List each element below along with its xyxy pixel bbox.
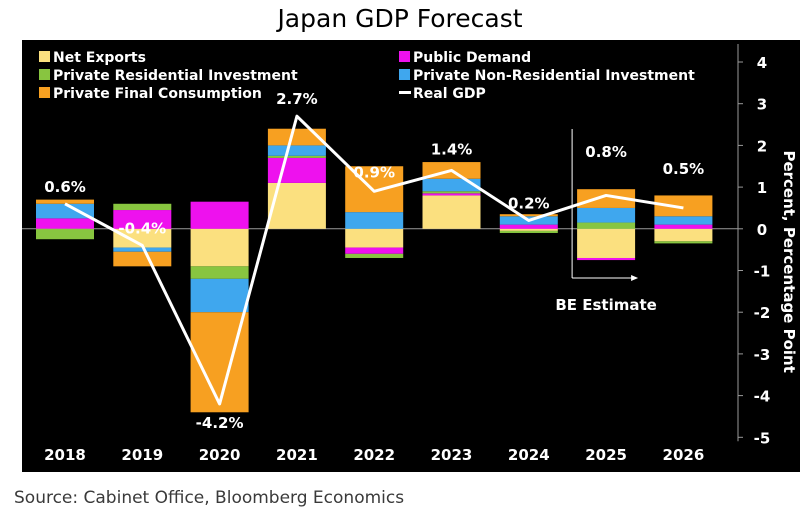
bar-segment	[345, 228, 404, 248]
x-tick-label: 2019	[121, 446, 163, 464]
chart-plot-area: 4 3 2 1 0 -1 -2 -3 -4 -5 Percent, Percentage Point…	[22, 40, 800, 472]
bar-segment	[267, 157, 326, 183]
bar-segment	[190, 266, 249, 279]
bar-segment	[345, 253, 404, 258]
x-tick-label: 2021	[276, 446, 318, 464]
x-tick-label: 2020	[199, 446, 241, 464]
bar-segment	[577, 207, 636, 223]
bar-segment	[654, 195, 713, 217]
legend-swatch	[39, 51, 50, 62]
y-tick-label: 1	[757, 179, 767, 197]
bar-segment	[422, 195, 481, 229]
y-tick-label: -3	[754, 346, 771, 364]
bar-segment	[422, 193, 481, 196]
bar-segment	[190, 201, 249, 229]
bar-segment	[113, 247, 172, 252]
source-note: Source: Cabinet Office, Bloomberg Econom…	[14, 488, 405, 508]
x-tick-label: 2022	[353, 446, 395, 464]
estimate-arrow-head	[631, 275, 639, 281]
real-gdp-line	[64, 114, 684, 406]
data-label: 0.2%	[508, 194, 550, 212]
bar-segment	[577, 228, 636, 258]
y-tick-label: 4	[757, 54, 767, 72]
legend-label: Private Residential Investment	[53, 68, 298, 84]
x-tick-label: 2023	[431, 446, 473, 464]
bar-segment	[577, 189, 636, 208]
x-tick-label: 2025	[585, 446, 627, 464]
bar-segment	[345, 247, 404, 254]
bar-segment	[113, 210, 172, 229]
legend-swatch	[399, 69, 410, 80]
bar-segment	[267, 145, 326, 156]
bar-segment	[499, 230, 558, 233]
bar-segment	[345, 212, 404, 229]
bar-segment	[190, 228, 249, 267]
bar-segment	[577, 222, 636, 229]
bar-segment	[36, 228, 94, 240]
y-tick-label: 0	[757, 221, 767, 239]
data-label: 0.8%	[585, 143, 627, 161]
legend-label: Private Final Consumption	[53, 86, 262, 102]
bar-segment	[113, 251, 172, 267]
legend-label: Net Exports	[53, 50, 146, 66]
y-axis-label: Percent, Percentage Point	[780, 150, 798, 372]
bar-segment	[499, 224, 558, 229]
legend-swatch	[39, 87, 50, 98]
y-tick-label: -5	[754, 429, 771, 447]
bar-segment	[654, 216, 713, 225]
legend-label: Public Demand	[413, 50, 531, 66]
data-label: 1.4%	[431, 140, 473, 158]
data-label: -4.2%	[196, 414, 244, 432]
y-tick-label: -4	[754, 388, 771, 406]
bar-segment	[654, 224, 713, 229]
legend-line-swatch	[399, 91, 411, 94]
y-tick-label: -2	[754, 304, 771, 322]
y-tick-label: 2	[757, 137, 767, 155]
y-tick-label: 3	[757, 96, 767, 114]
x-tick-label: 2026	[663, 446, 705, 464]
data-label: -0.4%	[118, 219, 166, 237]
estimate-annotation: BE Estimate	[555, 296, 656, 314]
bar-segment	[422, 191, 481, 194]
data-label: 0.5%	[663, 160, 705, 178]
bar-segment	[113, 203, 172, 211]
data-label: 0.6%	[44, 178, 86, 196]
data-label: 0.9%	[353, 163, 395, 181]
bar-segment	[36, 203, 94, 219]
bar-segment	[36, 199, 94, 204]
chart-title: Japan GDP Forecast	[277, 4, 523, 33]
bar-segment	[654, 241, 713, 244]
bar-segment	[113, 228, 172, 248]
bar-segment	[654, 228, 713, 242]
bar-segment	[499, 228, 558, 231]
legend-swatch	[39, 69, 50, 80]
data-label: 2.7%	[276, 90, 318, 108]
bar-segment	[499, 214, 558, 217]
x-tick-label: 2024	[508, 446, 550, 464]
stacked-bar-chart: 4 3 2 1 0 -1 -2 -3 -4 -5 Percent, Percentage Point…	[22, 44, 798, 464]
legend-label: Real GDP	[413, 86, 486, 102]
bar-segment	[267, 155, 326, 158]
bar-segment	[422, 178, 481, 192]
bar-segment	[267, 128, 326, 146]
bar-segment	[36, 218, 94, 229]
legend-swatch	[399, 51, 410, 62]
y-tick-label: -1	[754, 263, 771, 281]
legend-label: Private Non-Residential Investment	[413, 68, 695, 84]
x-tick-label: 2018	[44, 446, 86, 464]
bar-segment	[190, 278, 249, 313]
bar-segment	[577, 257, 636, 261]
